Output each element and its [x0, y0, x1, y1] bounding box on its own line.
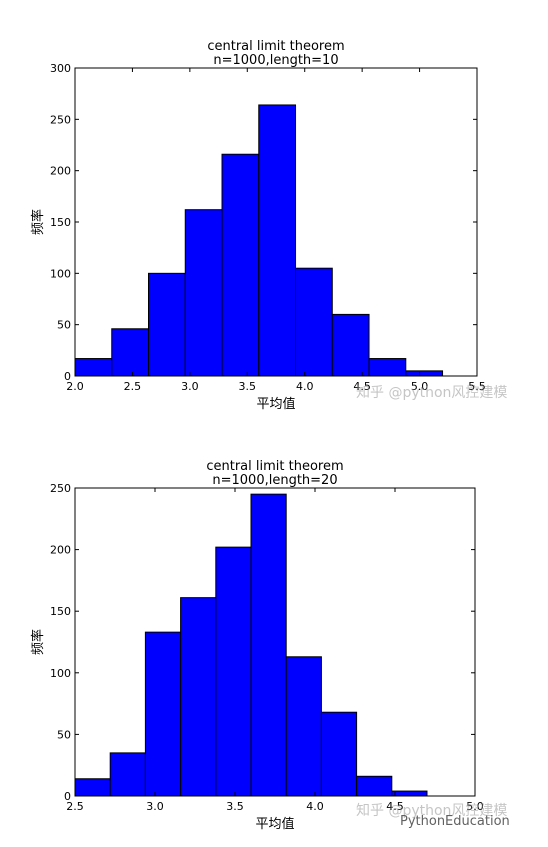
chart-title: central limit theorem: [206, 459, 343, 474]
histogram-bar: [250, 493, 287, 797]
x-tick-label: 5.0: [411, 380, 429, 393]
chart-1: 2.0 2.5 3.0 3.5 4.0 4.5 5.0 5.5 0 50 100 150 200 250 3…: [30, 39, 486, 412]
y-axis-label: 频率: [30, 629, 46, 655]
x-tick-label: 3.0: [181, 380, 199, 393]
x-tick-label: 4.0: [306, 800, 324, 813]
x-tick-label: 2.5: [124, 380, 142, 393]
y-tick-label: 200: [50, 544, 71, 557]
x-tick-label: 2.0: [66, 380, 84, 393]
histogram-bar: [356, 775, 393, 797]
watermark-bottom: 知乎 @python风控建模: [356, 803, 508, 819]
y-tick-label: 0: [64, 790, 71, 803]
histogram-bar: [111, 328, 150, 377]
y-tick-label: 50: [57, 728, 71, 741]
histogram-bar: [405, 370, 444, 377]
x-axis-label: 平均值: [255, 816, 294, 832]
x-tick-label: 2.5: [66, 800, 84, 813]
histogram-bar: [295, 267, 333, 377]
chart-subtitle: n=1000,length=20: [212, 473, 337, 488]
histogram-bar: [221, 153, 260, 377]
histogram-bar: [74, 358, 113, 377]
histogram-bar: [215, 546, 252, 797]
histogram-bar: [258, 104, 297, 377]
y-tick-label: 300: [50, 62, 71, 75]
histogram-bar: [74, 778, 111, 797]
y-tick-label: 100: [50, 267, 71, 280]
y-tick-label: 200: [50, 165, 71, 178]
x-tick-label: 3.5: [239, 380, 257, 393]
x-tick-label: 4.5: [353, 380, 371, 393]
y-tick-label: 0: [64, 370, 71, 383]
histogram-bar: [109, 752, 146, 797]
y-tick-label: 150: [50, 605, 71, 618]
histogram-bar: [285, 656, 322, 797]
histogram-bar: [391, 790, 428, 797]
x-axis-label: 平均值: [256, 396, 295, 412]
chart-2: 2.5 3.0 3.5 4.0 4.5 5.0 0 50 100 150 200 250 central…: [30, 459, 484, 832]
y-tick-label: 250: [50, 113, 71, 126]
watermark-top: 知乎 @python风控建模: [356, 385, 508, 401]
watermark-brand: PythonEducation: [400, 814, 510, 829]
histogram-bar: [331, 313, 370, 377]
histogram-bar: [180, 597, 217, 797]
histogram-bar: [144, 631, 182, 797]
histogram-bar: [320, 711, 358, 797]
x-tick-label: 4.5: [386, 800, 404, 813]
y-tick-label: 150: [50, 216, 71, 229]
y-tick-label: 50: [57, 319, 71, 332]
y-tick-label: 250: [50, 482, 71, 495]
y-axis-label: 频率: [30, 209, 46, 235]
chart-subtitle: n=1000,length=10: [213, 53, 338, 68]
x-tick-label: 5.0: [466, 800, 484, 813]
x-tick-label: 3.0: [146, 800, 164, 813]
x-tick-label: 5.5: [468, 380, 486, 393]
histogram-bar: [368, 358, 407, 377]
histogram-bar: [148, 272, 186, 377]
chart-title: central limit theorem: [207, 39, 344, 54]
x-tick-label: 4.0: [296, 380, 314, 393]
histogram-bar: [184, 209, 223, 377]
x-tick-label: 3.5: [226, 800, 244, 813]
y-tick-label: 100: [50, 667, 71, 680]
plot-frame: [74, 487, 476, 797]
